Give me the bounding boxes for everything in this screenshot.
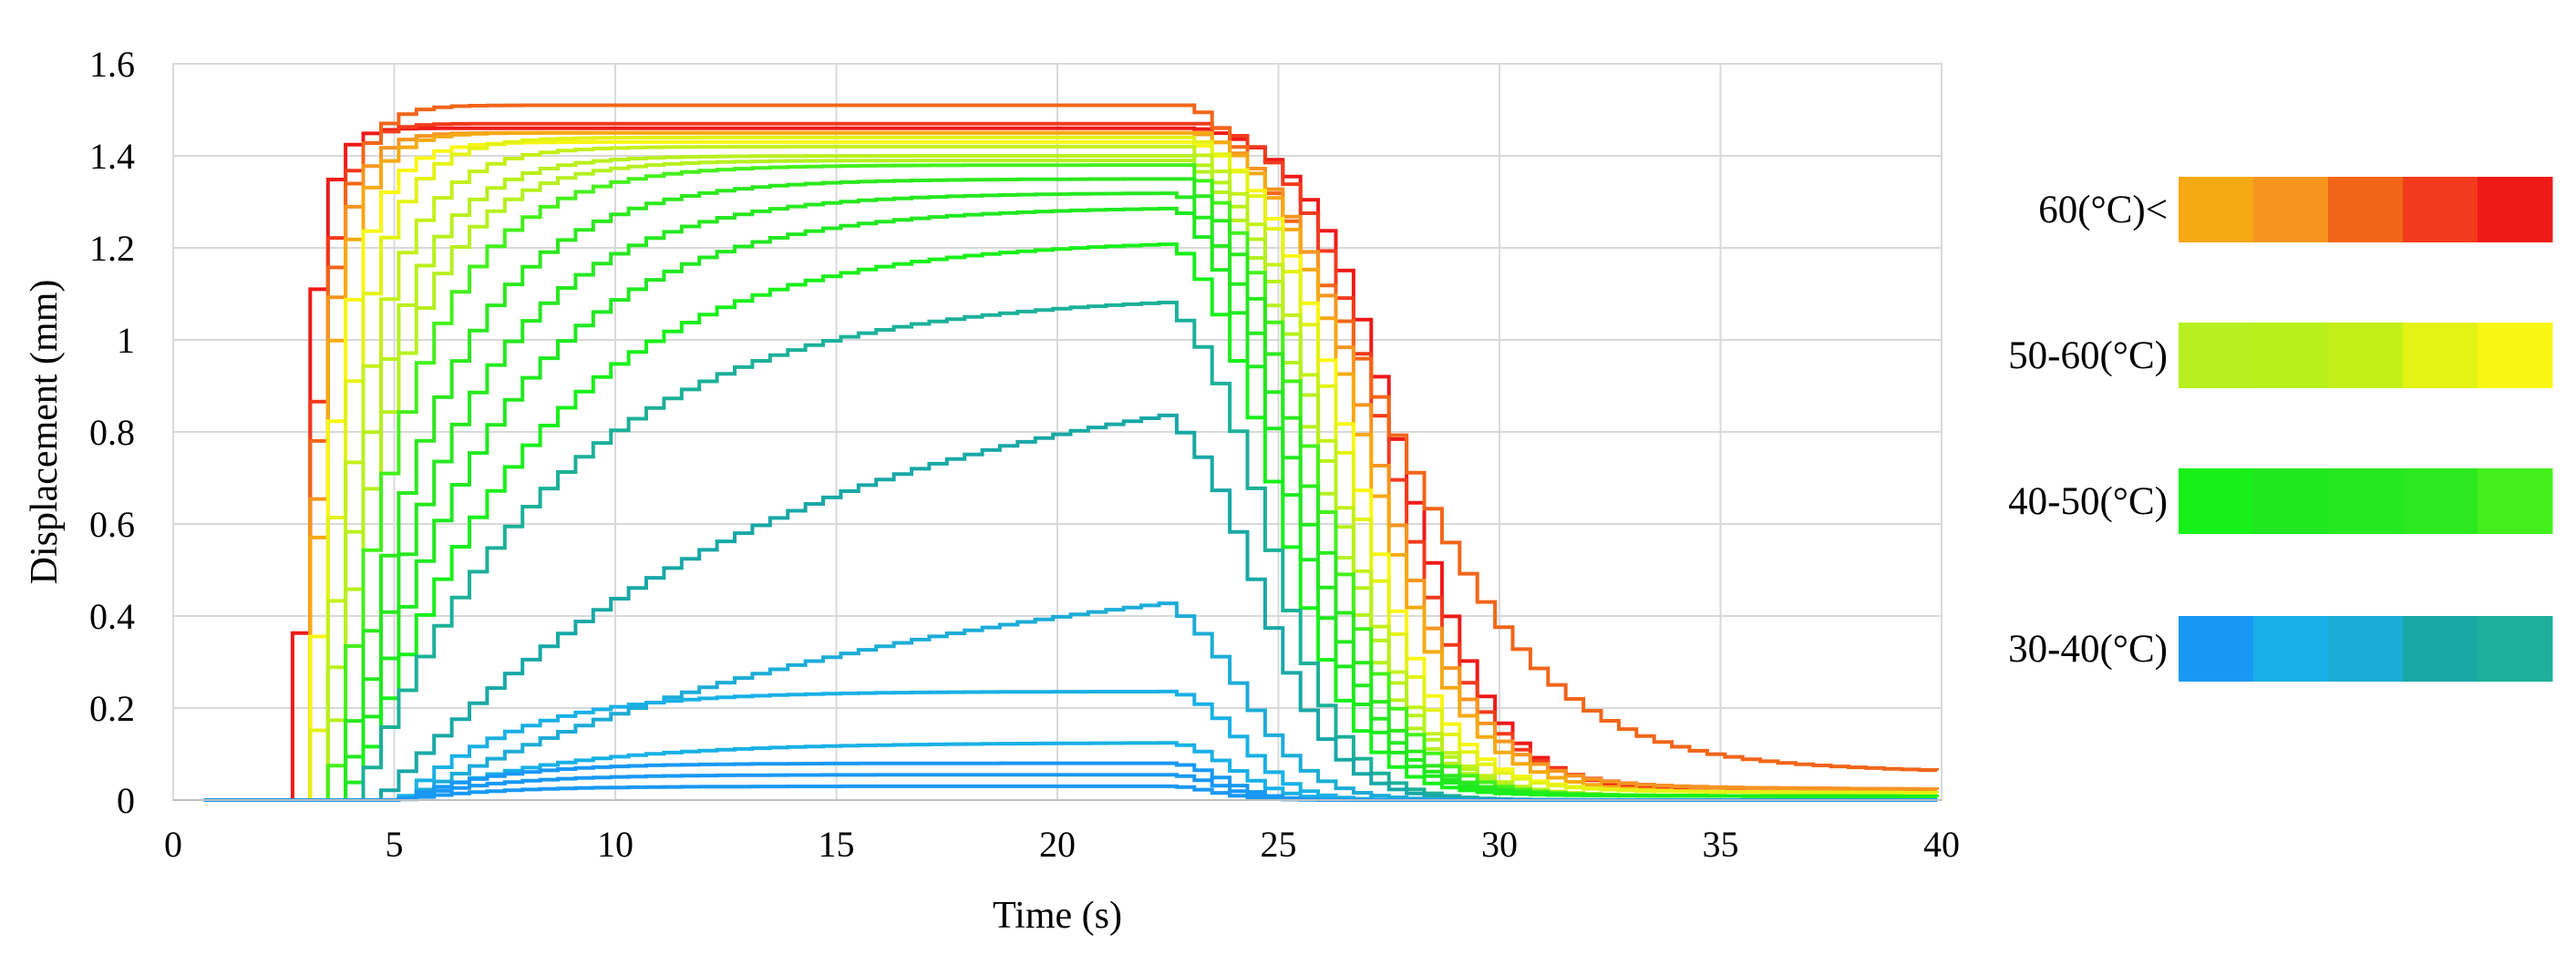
x-tick-labels: 0 5 10 15 20 25 30 35 40	[164, 824, 1960, 865]
y-tick-labels: 0 0.2 0.4 0.6 0.8 1 1.2 1.4 1.6	[89, 44, 135, 821]
legend-label: 50-60(°C)	[2008, 334, 2168, 377]
series-line-40-1	[203, 163, 1940, 802]
y-tick-label: 0.2	[89, 688, 135, 729]
legend-swatch	[2179, 468, 2254, 534]
legend-swatch	[2328, 616, 2404, 682]
legend-swatch	[2179, 323, 2254, 388]
series-line-30-1	[203, 301, 1938, 802]
series-line-50-4	[203, 154, 1940, 802]
legend-swatch	[2403, 616, 2478, 682]
legend-swatch	[2403, 177, 2478, 242]
series-layer	[203, 103, 1940, 802]
series-line-50-1	[203, 139, 1940, 802]
x-tick-label: 15	[819, 824, 855, 865]
legend-swatch	[2328, 468, 2404, 534]
legend-swatch	[2253, 323, 2329, 388]
y-tick-label: 1.2	[89, 228, 135, 269]
legend-label: 60(°C)<	[2038, 189, 2168, 231]
x-axis-title: Time (s)	[993, 895, 1122, 937]
legend-swatch	[2478, 177, 2553, 242]
series-line-60-5	[203, 130, 1940, 802]
legend-swatch	[2328, 323, 2404, 388]
x-tick-label: 30	[1481, 824, 1518, 865]
x-tick-label: 35	[1703, 824, 1739, 865]
legend-label: 30-40(°C)	[2008, 628, 2168, 671]
x-tick-label: 40	[1923, 824, 1960, 865]
legend-swatch	[2478, 323, 2553, 388]
grid-lines	[173, 63, 1942, 800]
series-line-40-2	[203, 177, 1940, 802]
y-tick-label: 0.8	[89, 412, 135, 453]
legend-swatch	[2403, 468, 2478, 534]
x-tick-label: 5	[386, 824, 404, 865]
legend-swatch	[2253, 616, 2329, 682]
series-line-50-3	[203, 144, 1940, 802]
series-line-40-4	[203, 206, 1940, 802]
y-tick-label: 0.4	[89, 596, 135, 637]
legend-swatch	[2403, 323, 2478, 388]
legend-swatch	[2179, 177, 2254, 242]
legend: 60(°C)< 50-60(°C) 40-50(°C) 30-40(°C)	[2008, 177, 2553, 682]
y-tick-label: 0.6	[89, 504, 135, 545]
y-tick-label: 0	[117, 780, 135, 821]
y-tick-label: 1.6	[89, 44, 135, 85]
legend-swatch	[2179, 616, 2254, 682]
y-tick-label: 1.4	[89, 136, 135, 177]
legend-swatch	[2478, 468, 2553, 534]
x-tick-label: 10	[597, 824, 634, 865]
series-line-60-2	[203, 121, 1940, 802]
y-axis-title: Displacement (mm)	[24, 280, 66, 585]
series-line-40-3	[203, 191, 1940, 802]
y-tick-label: 1	[117, 320, 135, 361]
x-tick-label: 20	[1039, 824, 1076, 865]
series-line-50-5	[203, 159, 1940, 802]
legend-swatch	[2328, 177, 2404, 242]
legend-swatch	[2253, 468, 2329, 534]
series-line-50-2	[203, 135, 1940, 802]
series-line-60-1	[203, 126, 1940, 802]
x-tick-label: 25	[1261, 824, 1297, 865]
legend-label: 40-50(°C)	[2008, 480, 2168, 523]
series-line-30-3	[203, 601, 1938, 802]
series-line-60-4	[203, 130, 1940, 802]
series-line-40-5	[203, 242, 1940, 802]
legend-swatch	[2253, 177, 2329, 242]
legend-swatch	[2478, 616, 2553, 682]
x-tick-label: 0	[164, 824, 182, 865]
